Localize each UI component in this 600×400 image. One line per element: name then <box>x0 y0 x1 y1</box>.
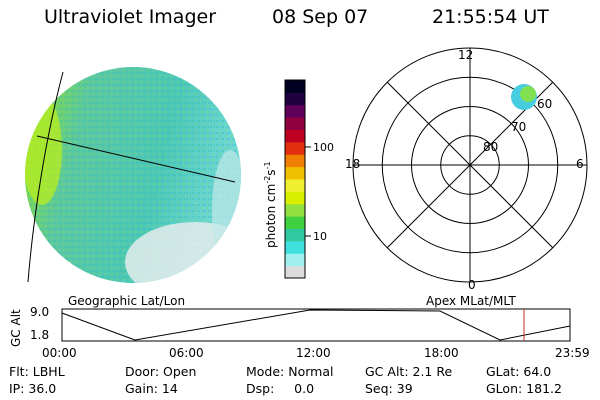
colorbar-segment <box>285 154 305 168</box>
colorbar-segment <box>285 240 305 254</box>
x-tick-0600: 06:00 <box>169 346 204 360</box>
y-tick-high: 9.0 <box>30 305 50 319</box>
graticule-line <box>36 135 236 183</box>
mlt-label-0: 0 <box>468 278 476 292</box>
observation-date: 08 Sep 07 <box>272 6 369 28</box>
colorbar-segment <box>285 191 305 205</box>
colorbar-tick-label: 10 <box>313 230 327 243</box>
x-tick-1200: 12:00 <box>296 346 331 360</box>
colorbar-segment <box>285 117 305 130</box>
glat-info: GLat: 64.0 <box>486 364 552 379</box>
x-tick-0000: 00:00 <box>42 346 77 360</box>
colorbar-segment <box>285 104 305 118</box>
y-tick-low: 1.8 <box>30 328 50 342</box>
colorbar-segment <box>285 216 305 229</box>
mlt-label-18: 18 <box>345 157 361 171</box>
colorbar-segment <box>285 141 305 155</box>
colorbar-segment <box>285 129 305 143</box>
gain-info: Gain: 14 <box>125 381 178 396</box>
colorbar-segment <box>285 166 305 180</box>
colorbar-tick-label: 100 <box>313 141 334 154</box>
colorbar-segment <box>285 228 305 242</box>
colorbar-segment <box>285 253 305 267</box>
aurora-spot <box>511 84 537 110</box>
geographic-title: Geographic Lat/Lon <box>68 294 186 308</box>
filter-info: Flt: LBHL <box>9 364 65 379</box>
mlt-label-6: 6 <box>576 157 584 171</box>
glon-info: GLon: 181.2 <box>486 381 562 396</box>
mlat-label-80: 80 <box>483 140 499 154</box>
terminator-line <box>27 71 64 283</box>
dsp-info: Dsp: 0.0 <box>246 381 315 396</box>
instrument-title: Ultraviolet Imager <box>44 6 217 28</box>
altitude-curve <box>61 309 571 341</box>
colorbar-segment <box>285 265 305 279</box>
mlat-label-70: 70 <box>511 120 527 134</box>
ip-info: IP: 36.0 <box>9 381 57 396</box>
mode-info: Mode: Normal <box>246 364 334 379</box>
colorbar-segment <box>285 203 305 217</box>
observation-time: 21:55:54 UT <box>432 6 549 28</box>
colorbar-segment <box>285 92 305 106</box>
x-tick-2359: 23:59 <box>555 346 590 360</box>
apex-title: Apex MLat/MLT <box>426 294 516 308</box>
colorbar-segment <box>285 179 305 192</box>
x-tick-1800: 18:00 <box>424 346 459 360</box>
colorbar-segment <box>285 80 305 93</box>
mlat-label-60: 60 <box>537 97 553 111</box>
mlt-label-12: 12 <box>458 48 474 62</box>
gc-alt-info: GC Alt: 2.1 Re <box>365 364 453 379</box>
door-info: Door: Open <box>125 364 197 379</box>
seq-info: Seq: 39 <box>365 381 413 396</box>
